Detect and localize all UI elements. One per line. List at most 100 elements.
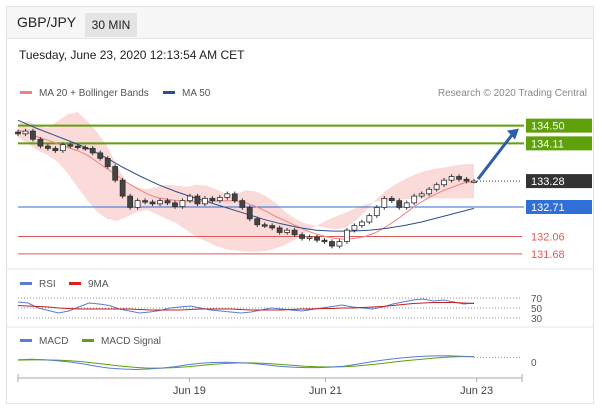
forecast-arrow-head xyxy=(507,128,519,140)
candle-body xyxy=(448,176,455,181)
candle-body xyxy=(231,193,238,202)
candle-body xyxy=(463,178,470,182)
legend-swatch xyxy=(20,339,32,342)
resistance-1-tag xyxy=(526,136,592,151)
candle-body xyxy=(59,144,66,152)
legend-label: RSI xyxy=(39,279,56,290)
candle-body xyxy=(306,236,313,239)
candle-body xyxy=(30,130,36,140)
current-price-tag xyxy=(526,174,592,189)
candle-body xyxy=(239,200,246,208)
legend-label: MACD Signal xyxy=(101,336,161,347)
candle-body xyxy=(179,200,186,207)
candle-body xyxy=(351,225,358,231)
candle-body xyxy=(216,197,223,202)
candle-body xyxy=(74,145,81,148)
legend-swatch xyxy=(20,91,32,94)
candle-body xyxy=(433,184,440,190)
candle-body xyxy=(119,179,126,197)
legend-swatch xyxy=(20,282,32,285)
rsi-ma9-line xyxy=(17,302,475,311)
x-tick-label: Jun 19 xyxy=(173,385,206,397)
timeframe-badge[interactable]: 30 MIN xyxy=(85,13,137,37)
candle-body xyxy=(201,197,208,205)
ma20-line xyxy=(17,129,475,240)
legend-swatch xyxy=(82,339,94,342)
candle-body xyxy=(149,201,156,205)
resistance-2-label: 134.50 xyxy=(531,121,565,133)
current-price-label: 133.28 xyxy=(531,176,565,188)
pivot-label: 132.71 xyxy=(531,202,565,214)
candle-body xyxy=(157,200,163,205)
legend-label: MA 50 xyxy=(182,88,211,99)
candle-body xyxy=(403,202,410,208)
candle-body xyxy=(299,234,305,239)
resistance-2-tag xyxy=(526,118,592,133)
candle-body xyxy=(358,221,365,227)
candle-body xyxy=(172,202,178,207)
support-2-label: 131.68 xyxy=(531,249,565,261)
candle-body xyxy=(82,147,89,150)
candle-body xyxy=(381,197,388,208)
candle-body xyxy=(194,195,201,205)
candle-body xyxy=(411,195,418,204)
candle-body xyxy=(89,147,96,154)
candle-body xyxy=(456,176,462,180)
rsi-level-label: 50 xyxy=(531,304,543,315)
candle-body xyxy=(127,195,134,208)
rsi-level-label: 70 xyxy=(531,294,543,305)
legend-label: 9MA xyxy=(88,279,109,290)
candle-body xyxy=(261,224,268,227)
macd-zero-label: 0 xyxy=(531,358,537,369)
candle-body xyxy=(164,200,171,204)
macd-signal-line xyxy=(17,356,474,369)
legend-swatch xyxy=(69,282,81,285)
bollinger-band xyxy=(18,112,474,252)
candle-body xyxy=(418,193,425,197)
candle-body xyxy=(134,200,141,208)
candle-body xyxy=(441,179,447,186)
candle-body xyxy=(426,188,433,195)
candle-body xyxy=(142,200,148,203)
symbol-title: GBP/JPY xyxy=(17,14,77,30)
macd-line xyxy=(17,355,475,371)
legend-label: MA 20 + Bollinger Bands xyxy=(39,88,149,99)
candle-body xyxy=(284,229,291,233)
copyright-text: Research © 2020 Trading Central xyxy=(438,88,587,99)
x-tick-label: Jun 21 xyxy=(309,385,342,397)
candle-body xyxy=(52,147,59,152)
candle-body xyxy=(336,241,343,247)
candle-body xyxy=(97,152,104,159)
x-tick-label: Jun 23 xyxy=(460,385,493,397)
candle-body xyxy=(373,207,380,217)
forecast-arrow-shaft xyxy=(476,132,515,181)
candle-body xyxy=(104,157,111,167)
candle-body xyxy=(396,200,403,208)
legend-swatch xyxy=(163,91,175,94)
candle-body xyxy=(471,180,477,183)
candle-body xyxy=(22,130,29,135)
candle-body xyxy=(187,195,193,202)
candle-body xyxy=(276,227,283,233)
candle-body xyxy=(321,239,328,243)
candle-body xyxy=(45,145,51,149)
pivot-tag xyxy=(526,200,592,214)
legend-label: MACD xyxy=(39,336,68,347)
candle-body xyxy=(209,197,216,202)
support-1-label: 132.06 xyxy=(531,232,565,244)
candle-body xyxy=(224,193,231,198)
resistance-1-label: 134.11 xyxy=(531,138,564,150)
candle-body xyxy=(254,218,261,226)
candle-body xyxy=(366,215,373,223)
candle-body xyxy=(329,241,335,247)
candle-body xyxy=(246,207,253,220)
rsi-level-label: 30 xyxy=(531,314,543,325)
candle-body xyxy=(291,229,298,236)
candle-body xyxy=(37,138,44,147)
candle-body xyxy=(269,225,276,229)
candle-body xyxy=(388,197,395,202)
timestamp: Tuesday, June 23, 2020 12:13:54 AM CET xyxy=(19,48,245,62)
candle-body xyxy=(15,131,21,135)
candle-body xyxy=(314,236,320,241)
rsi-line xyxy=(17,298,475,314)
